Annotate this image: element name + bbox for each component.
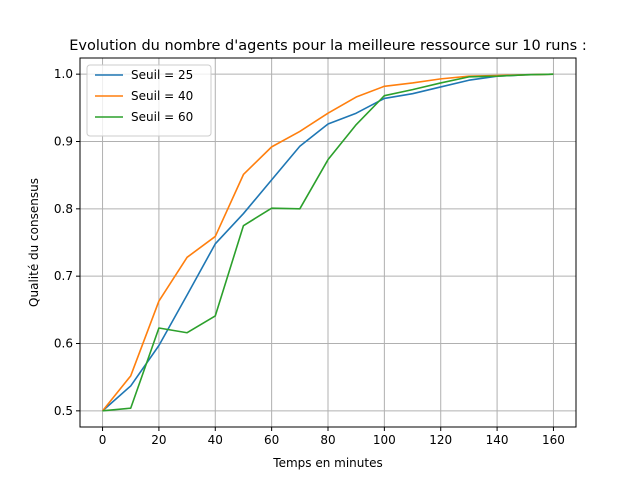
x-tick-label: 20 — [151, 433, 166, 447]
series-group — [101, 73, 554, 412]
x-tick-label: 0 — [99, 433, 107, 447]
legend-label: Seuil = 60 — [131, 110, 193, 124]
y-tick-label: 0.5 — [54, 404, 73, 418]
y-tick-label: 0.8 — [54, 202, 73, 216]
x-tick-label: 60 — [264, 433, 279, 447]
chart-title: Evolution du nombre d'agents pour la mei… — [69, 38, 586, 54]
y-tick-label: 1.0 — [54, 67, 73, 81]
x-tick-label: 140 — [486, 433, 509, 447]
series-line — [102, 73, 554, 412]
series-line — [102, 73, 554, 412]
legend-label: Seuil = 40 — [131, 89, 193, 103]
x-tick-label: 160 — [542, 433, 565, 447]
y-tick-label: 0.9 — [54, 134, 73, 148]
x-axis-label: Temps en minutes — [272, 456, 382, 470]
x-tick-label: 120 — [429, 433, 452, 447]
x-tick-label: 100 — [373, 433, 396, 447]
y-tick-label: 0.7 — [54, 269, 73, 283]
y-axis-label: Qualité du consensus — [27, 178, 41, 307]
grid — [80, 58, 576, 427]
x-tick-label: 80 — [320, 433, 335, 447]
legend-label: Seuil = 25 — [131, 68, 193, 82]
x-tick-label: 40 — [208, 433, 223, 447]
axis-ticks: 0 20 40 60 80 100 120 140 160 0.5 0.6 0.7 0.8 0.9 1.0 — [54, 67, 565, 447]
legend: Seuil = 25 Seuil = 40 Seuil = 60 — [86, 64, 212, 137]
y-tick-label: 0.6 — [54, 337, 73, 351]
legend-box — [86, 64, 212, 137]
